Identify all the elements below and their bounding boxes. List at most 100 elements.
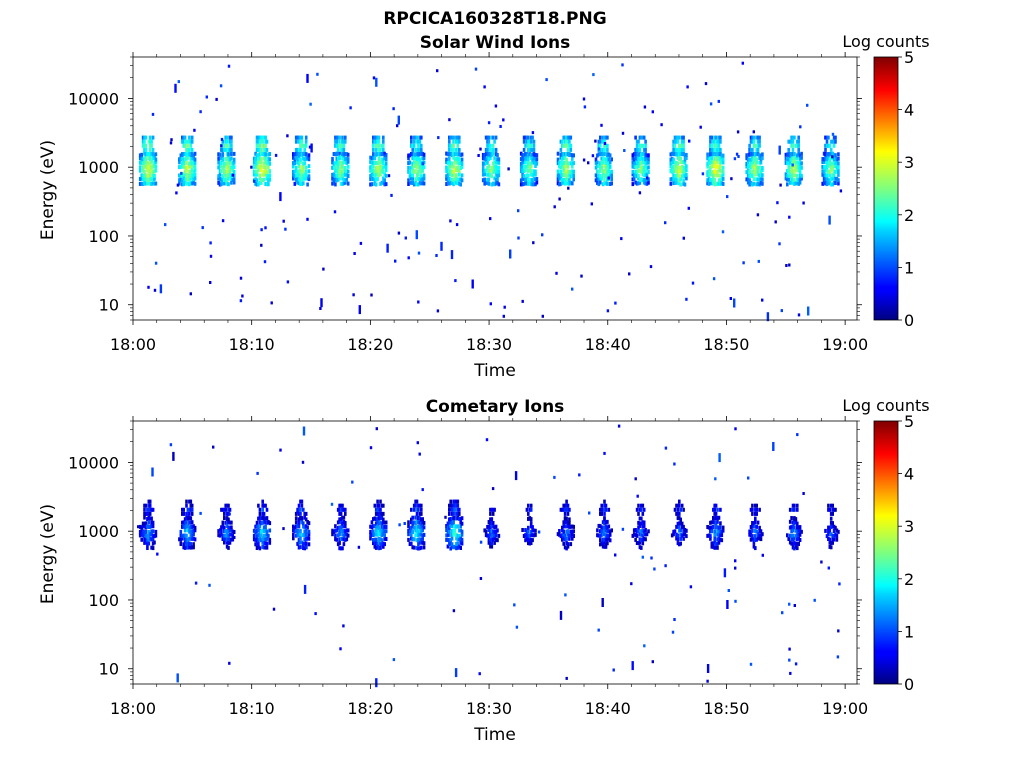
ion-burst [178,135,197,187]
count-cell [455,511,458,516]
count-cell [418,511,422,516]
count-cell [257,153,260,158]
count-cell [372,529,375,534]
count-cell [383,529,386,534]
colorbar-tick-label: 0 [904,311,914,330]
count-cell [721,176,725,181]
count-cell [789,671,792,675]
count-cell [527,147,530,152]
count-cell [264,139,267,144]
count-cell [183,152,187,157]
count-cell [831,161,834,166]
count-cell [607,536,611,541]
count-cell [561,164,564,169]
count-cell [460,178,464,183]
count-cell [720,156,724,161]
count-cell [717,529,721,534]
count-cell [563,507,567,512]
count-cell [673,180,677,185]
count-cell [449,541,452,546]
count-cell [798,169,802,174]
count-cell [756,213,760,217]
count-cell [224,536,227,541]
count-cell [837,152,840,157]
count-cell [189,507,193,512]
count-cell [601,598,604,607]
count-cell [241,294,244,298]
count-cell [143,524,146,529]
count-cell [374,521,378,526]
count-cell [556,161,560,166]
count-cell [642,524,646,529]
count-cell [445,160,448,164]
count-cell [227,147,230,152]
count-cell [293,181,297,186]
count-cell [228,528,232,532]
count-cell [779,183,782,187]
count-cell [790,533,793,538]
count-cell [422,160,426,165]
count-cell [489,544,492,549]
count-cell [748,169,751,174]
count-cell [257,147,260,152]
count-cell [414,180,417,185]
count-cell [827,181,830,185]
count-cell [192,542,195,547]
count-cell [821,157,824,161]
count-cell [299,168,302,173]
count-cell [380,157,384,162]
count-cell [345,532,349,537]
count-cell [387,174,391,178]
count-cell [262,511,266,516]
count-cell [572,177,575,182]
count-cell [676,172,680,177]
count-cell [227,168,230,173]
count-cell [835,165,839,170]
count-cell [608,160,612,165]
count-cell [143,160,146,165]
count-cell [479,147,482,151]
count-cell [642,147,646,152]
count-cell [410,520,413,525]
count-cell [676,135,680,140]
count-cell [151,173,155,178]
count-cell [531,525,534,530]
count-cell [607,507,611,512]
count-cell [254,530,257,534]
count-cell [706,679,709,683]
count-cell [716,537,719,542]
count-cell [569,533,573,538]
count-cell [791,160,795,165]
count-cell [831,182,834,187]
count-cell [255,147,259,152]
count-cell [146,517,149,521]
count-cell [456,516,460,521]
count-cell [228,661,231,665]
count-cell [644,528,647,532]
count-cell [264,152,267,157]
count-cell [265,516,269,521]
count-cell [169,443,173,447]
count-cell [643,644,646,648]
count-cell [224,139,227,144]
count-cell [154,533,158,538]
count-cell [262,143,266,148]
count-cell [336,533,340,538]
count-cell [262,147,266,152]
count-cell [758,165,761,170]
count-cell [300,520,304,525]
count-cell [458,157,461,162]
count-cell [255,528,259,533]
count-cell [635,147,639,152]
count-cell [417,161,420,166]
count-cell [558,529,561,533]
count-cell [418,520,422,525]
colorbar-gradient-cometary [873,420,899,685]
count-cell [599,534,602,539]
count-cell [225,161,229,166]
count-cell [717,525,721,530]
count-cell [262,536,266,541]
count-cell [486,177,489,182]
count-cell [565,519,568,524]
count-cell [147,520,151,525]
